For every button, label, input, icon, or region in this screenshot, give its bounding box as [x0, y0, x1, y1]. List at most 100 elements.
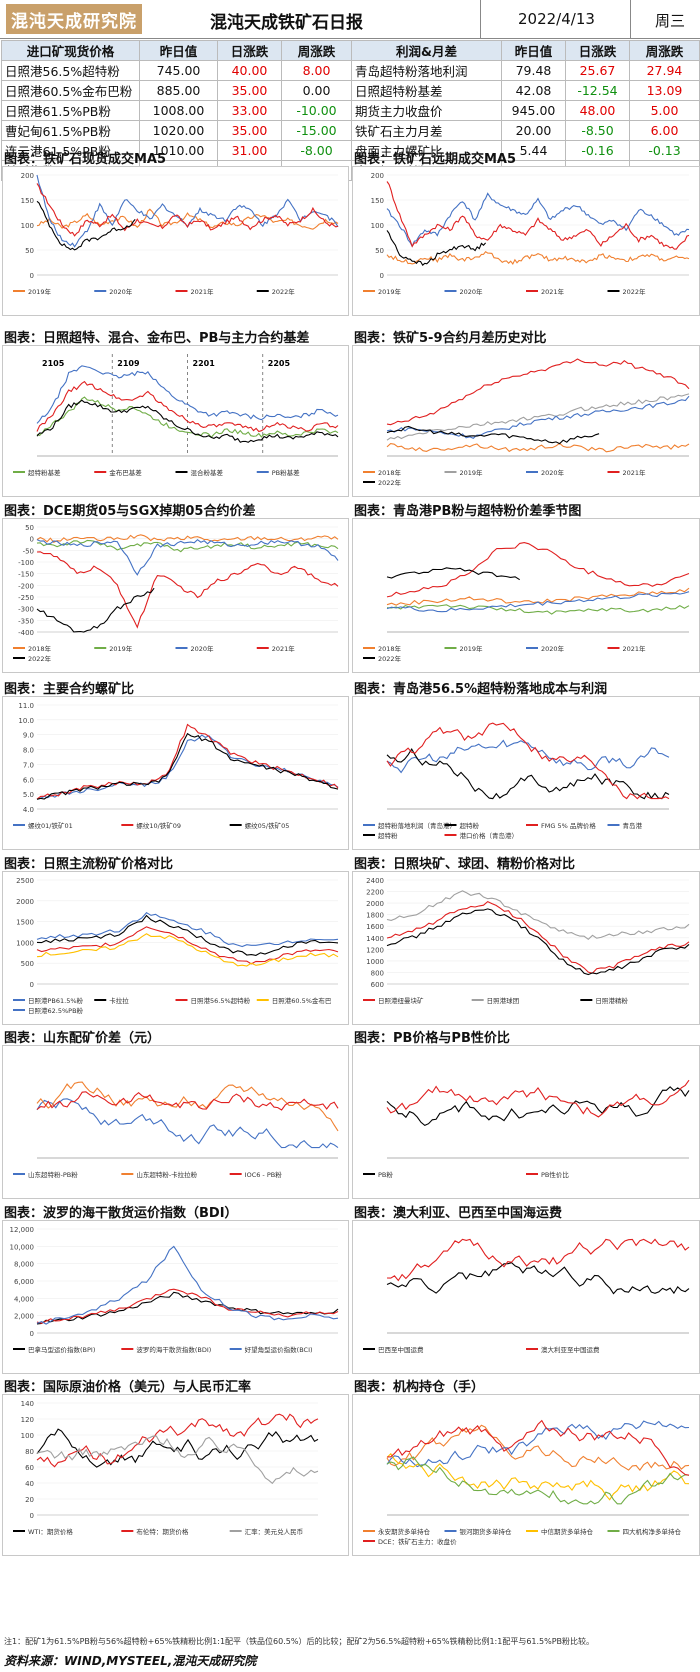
table-cell: 31.00 — [217, 140, 282, 161]
y-tick-label: 150 — [21, 197, 34, 205]
y-tick-label: 100 — [21, 222, 34, 230]
legend-label: 2020年 — [541, 468, 565, 477]
legend-label: 日照港56.5%超特粉 — [191, 996, 251, 1005]
header-cell: 昨日值 — [501, 40, 566, 61]
series-line — [386, 900, 690, 974]
legend-label: 2019年 — [378, 287, 402, 296]
legend-label: 日照港PB61.5%粉 — [28, 996, 84, 1005]
legend-label: 山东超特粉-PB粉 — [28, 1170, 78, 1179]
table-cell: 33.00 — [217, 100, 282, 121]
legend-label: 2019年 — [109, 644, 133, 653]
legend-label: 2018年 — [378, 644, 402, 653]
series-line — [36, 1098, 339, 1149]
series-line — [386, 748, 670, 800]
series-line — [36, 1291, 339, 1325]
series-line — [386, 908, 690, 976]
y-tick-label: -250 — [18, 594, 34, 602]
chart-panel: 2105 2109 2201 2205 超特粉基差 金布巴基差 混合粉基差 PB粉基差 — [2, 345, 349, 497]
legend-label: 四大机构净多单持仓 — [623, 1527, 682, 1536]
y-tick-label: 4,000 — [14, 1295, 34, 1303]
y-tick-label: 1000 — [16, 939, 34, 947]
table-cell: 日照港56.5%超特粉 — [1, 60, 140, 81]
chart-title: 图表：日照超特、混合、金布巴、PB与主力合约基差 — [4, 331, 310, 346]
chart-panel: 0 20 40 60 80 100 120 140 WTI：期货价格 布伦特：期货价格 汇率：美元兑… — [2, 1394, 349, 1556]
y-tick-label: 0 — [30, 272, 34, 280]
y-tick-label: 0 — [380, 272, 384, 280]
legend-label: 混合粉基差 — [191, 468, 224, 477]
series-line — [36, 1435, 319, 1485]
series-line — [36, 933, 339, 967]
series-line — [36, 534, 339, 543]
legend-label: 2021年 — [623, 644, 647, 653]
y-tick-label: 600 — [371, 981, 384, 989]
table-row: 日照港60.5%金布巴粉 885.00 35.00 0.00 日照超特粉基差 42.08-… — [1, 80, 700, 101]
y-tick-label: 140 — [21, 1400, 34, 1408]
legend-label: 日照港60.5%金布巴 — [272, 996, 332, 1005]
y-tick-label: 2000 — [16, 898, 34, 906]
table-cell: 945.00 — [501, 100, 566, 121]
legend-label: 永安期货多单持仓 — [378, 1527, 431, 1536]
legend-label: 2022年 — [378, 654, 402, 663]
series-line — [386, 604, 690, 615]
chart-panel: 600 800 1000 1200 1400 1600 1800 2000 2200 2400 日照… — [352, 871, 700, 1025]
chart-svg: PB粉 PB性价比 — [363, 1079, 690, 1179]
y-tick-label: 2000 — [366, 900, 384, 908]
y-tick-label: -200 — [18, 582, 34, 590]
series-line — [36, 396, 339, 439]
table-row: 曹妃甸61.5%PB粉 1020.00 35.00 -15.00 铁矿石主力月差 20.0… — [1, 120, 700, 141]
table-cell: -10.00 — [281, 100, 352, 121]
table-cell: 日照港61.5%PB粉 — [1, 100, 140, 121]
series-line — [386, 890, 690, 941]
contract-label: 2201 — [193, 359, 216, 368]
series-line — [386, 722, 670, 800]
legend-label: 2020年 — [541, 644, 565, 653]
series-line — [386, 192, 690, 248]
series-line — [36, 183, 339, 237]
report-weekday: 周三 — [655, 12, 686, 30]
chart-title: 图表：澳大利亚、巴西至中国海运费 — [354, 1206, 563, 1221]
legend-label: 青岛港 — [623, 821, 643, 830]
y-tick-label: 100 — [21, 1432, 34, 1440]
legend-label: 2021年 — [272, 644, 296, 653]
header-cell: 周涨跌 — [281, 40, 352, 61]
table-cell: -8.50 — [565, 120, 630, 141]
chart-title: 图表：铁矿5-9合约月差历史对比 — [354, 331, 547, 346]
y-tick-label: 150 — [371, 197, 384, 205]
series-line — [386, 1086, 690, 1127]
series-line — [36, 911, 339, 948]
chart-title: 图表：铁矿石现货成交MA5 — [4, 152, 167, 167]
chart-svg: 0 50 100 150 200 2019年 2020年 2021年 2022年 — [13, 172, 339, 296]
chart-title: 图表：山东配矿价差（元） — [4, 1031, 161, 1046]
chart-title: 图表：波罗的海干散货运价指数（BDI） — [4, 1206, 238, 1221]
legend-label: 超特粉落地利润（青岛港） — [378, 821, 456, 830]
chart-title: 图表：青岛港PB粉与超特粉价差季节图 — [354, 504, 582, 519]
report-date: 2022/4/13 — [518, 10, 595, 28]
y-tick-label: 6,000 — [14, 1278, 34, 1286]
series-line — [386, 1079, 690, 1118]
chart-title: 图表：青岛港56.5%超特粉落地成本与利润 — [354, 682, 608, 697]
legend-label: 2019年 — [460, 644, 484, 653]
y-tick-label: 40 — [25, 1480, 34, 1488]
legend-label: 螺纹05/铁矿05 — [245, 821, 290, 830]
table-cell: 25.67 — [565, 60, 630, 81]
table-cell: 日照超特粉基差 — [351, 80, 502, 101]
legend-label: 日照港62.5%PB粉 — [28, 1006, 84, 1015]
series-line — [386, 1452, 690, 1501]
table-cell: 期货主力收盘价 — [351, 100, 502, 121]
legend-label: 2021年 — [541, 287, 565, 296]
table-cell: 27.94 — [629, 60, 700, 81]
legend-label: 波罗的海干散货指数(BDI) — [136, 1345, 211, 1354]
legend-label: 布伦特：期货价格 — [136, 1527, 189, 1536]
series-line — [386, 567, 520, 581]
chart-panel: 0 50 100 150 200 2019年 2020年 2021年 2022年 — [2, 166, 349, 316]
y-tick-label: 60 — [25, 1464, 34, 1472]
series-line — [36, 914, 339, 956]
series-line — [36, 1413, 319, 1468]
y-tick-label: 2,000 — [14, 1313, 34, 1321]
chart-title: 图表：日照块矿、球团、精粉价格对比 — [354, 857, 576, 872]
y-tick-label: 10,000 — [10, 1243, 35, 1251]
series-line — [36, 208, 339, 230]
legend-label: 2020年 — [460, 287, 484, 296]
y-tick-label: 50 — [375, 247, 384, 255]
y-tick-label: 9.0 — [23, 732, 34, 740]
